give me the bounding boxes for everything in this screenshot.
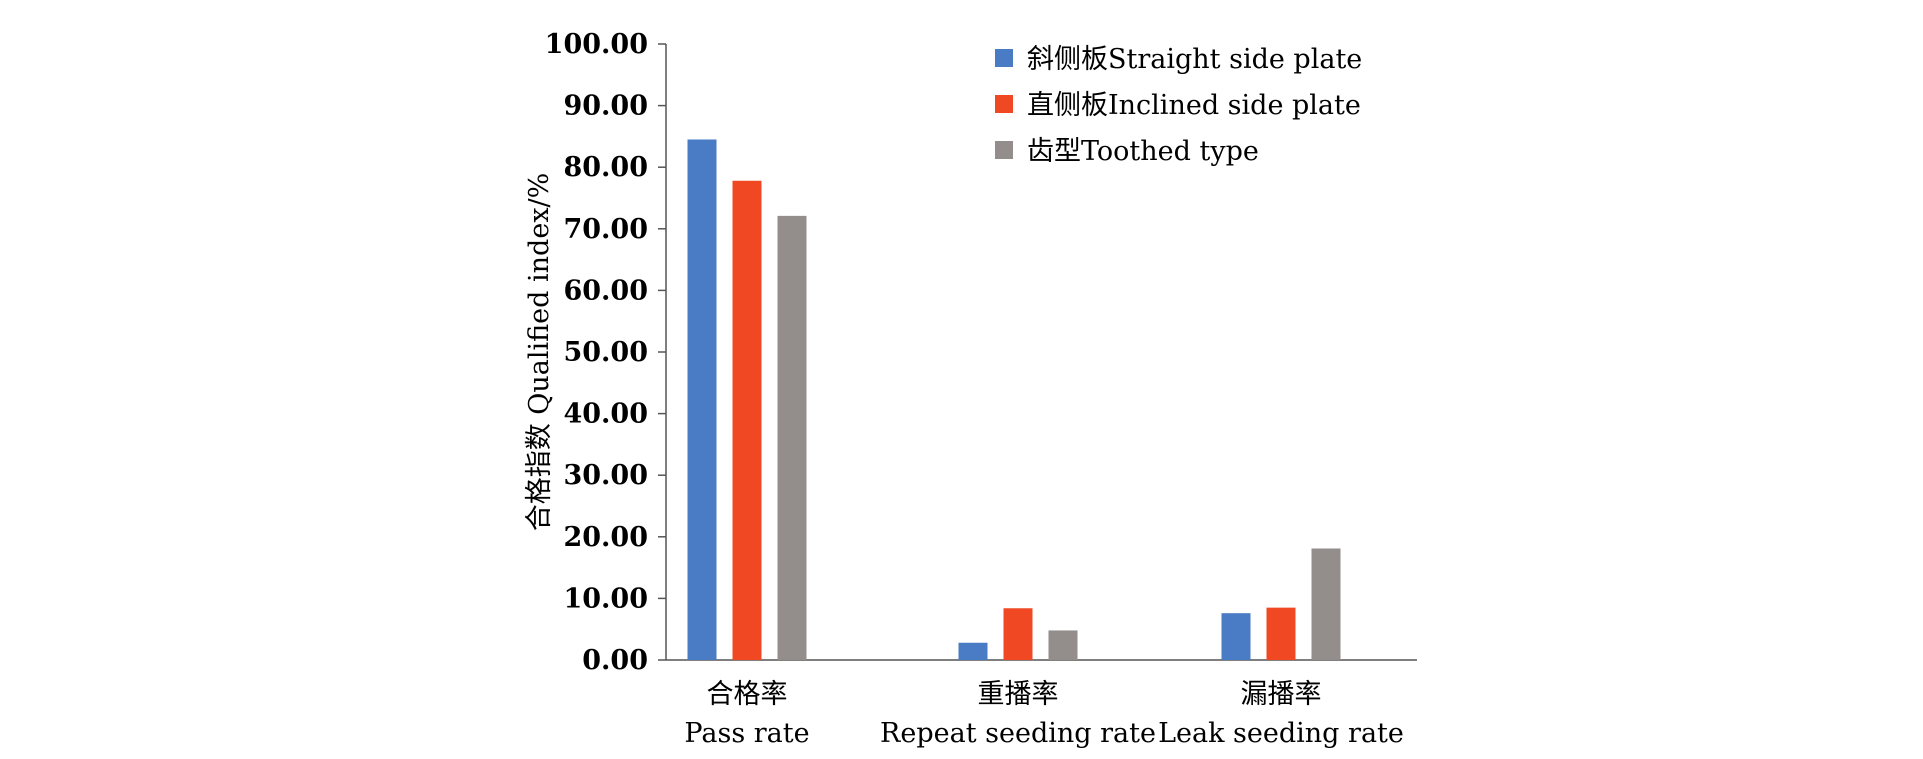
- bar: [777, 215, 807, 660]
- legend-label: 齿型Toothed type: [1027, 136, 1259, 167]
- y-tick-label: 70.00: [563, 214, 648, 245]
- y-tick-label: 20.00: [563, 522, 648, 553]
- legend-swatch: [995, 49, 1013, 67]
- legend-label: 直侧板Inclined side plate: [1027, 90, 1361, 121]
- legend-label: 斜侧板Straight side plate: [1027, 44, 1362, 75]
- y-tick-label: 10.00: [563, 583, 648, 614]
- legend: 斜侧板Straight side plate 直侧板Inclined side p…: [995, 44, 1362, 167]
- y-tick-label: 90.00: [563, 91, 648, 122]
- x-category-label-zh: 重播率: [978, 679, 1059, 710]
- legend-swatch: [995, 95, 1013, 113]
- x-category-label-zh: 漏播率: [1241, 679, 1322, 710]
- bars: [687, 139, 1341, 661]
- legend-swatch: [995, 141, 1013, 159]
- x-category-label-en: Leak seeding rate: [1158, 718, 1404, 749]
- y-tick-label: 50.00: [563, 337, 648, 368]
- y-tick-label: 100.00: [545, 29, 648, 60]
- x-category-label-zh: 合格率: [707, 679, 788, 710]
- bar: [1003, 608, 1033, 660]
- bar: [958, 642, 988, 660]
- y-tick-label: 80.00: [563, 152, 648, 183]
- x-category-label-en: Repeat seeding rate: [880, 718, 1156, 749]
- y-tick-label: 30.00: [563, 460, 648, 491]
- y-axis-title: 合格指数 Qualified index/%: [524, 173, 555, 532]
- bar: [732, 180, 762, 660]
- bar: [1048, 630, 1078, 660]
- bar: [687, 139, 717, 661]
- x-axis-labels: 合格率 Pass rate 重播率 Repeat seeding rate 漏播率 Lea…: [684, 679, 1403, 749]
- bar: [1221, 613, 1251, 660]
- bar: [1266, 607, 1296, 660]
- y-axis-tick-labels: 0.00 10.00 20.00 30.00 40.00 50.00 60.00 70.00 8…: [545, 29, 648, 676]
- bar: [1311, 548, 1341, 660]
- y-tick-label: 40.00: [563, 399, 648, 430]
- y-tick-label: 0.00: [582, 645, 648, 676]
- x-category-label-en: Pass rate: [684, 718, 809, 749]
- y-tick-label: 60.00: [563, 275, 648, 306]
